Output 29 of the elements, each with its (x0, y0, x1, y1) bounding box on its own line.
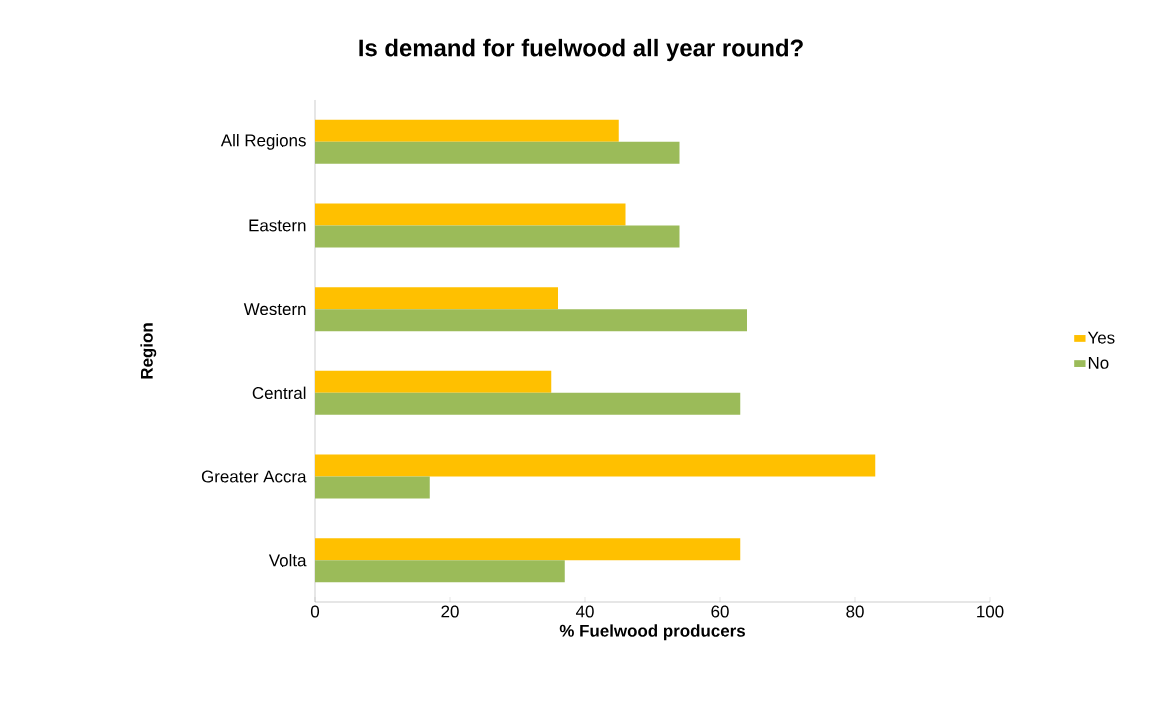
bar (315, 370, 552, 393)
bar (315, 287, 558, 310)
bar (315, 392, 741, 415)
x-tick-label: 100 (977, 605, 1004, 618)
bar (315, 141, 680, 164)
bar (315, 560, 565, 583)
y-axis-title: Region (140, 323, 157, 379)
bar (315, 203, 626, 226)
bar (315, 309, 747, 332)
x-axis-title: % Fuelwood producers (559, 624, 745, 641)
y-tick-label: All Regions (220, 133, 306, 150)
legend-label: No (1088, 356, 1109, 369)
x-tick-label: 60 (711, 605, 729, 618)
y-tick-label: Central (252, 386, 306, 400)
bar (315, 225, 680, 248)
bar (315, 119, 619, 142)
bar (315, 476, 430, 499)
y-tick-label: Greater Accra (201, 470, 307, 483)
y-tick-label: Eastern (249, 219, 306, 232)
legend-label: Yes (1087, 331, 1115, 344)
x-tick-label: 40 (575, 605, 594, 618)
y-tick-label: Volta (268, 553, 307, 567)
x-tick-label: 80 (846, 605, 864, 618)
bar (315, 454, 876, 477)
y-tick-label: Western (243, 303, 306, 316)
bar (315, 538, 741, 561)
x-tick-label: 20 (441, 605, 459, 618)
x-tick-label: 0 (310, 605, 320, 618)
chart-title: Is demand for fuelwood all year round? (359, 38, 803, 62)
